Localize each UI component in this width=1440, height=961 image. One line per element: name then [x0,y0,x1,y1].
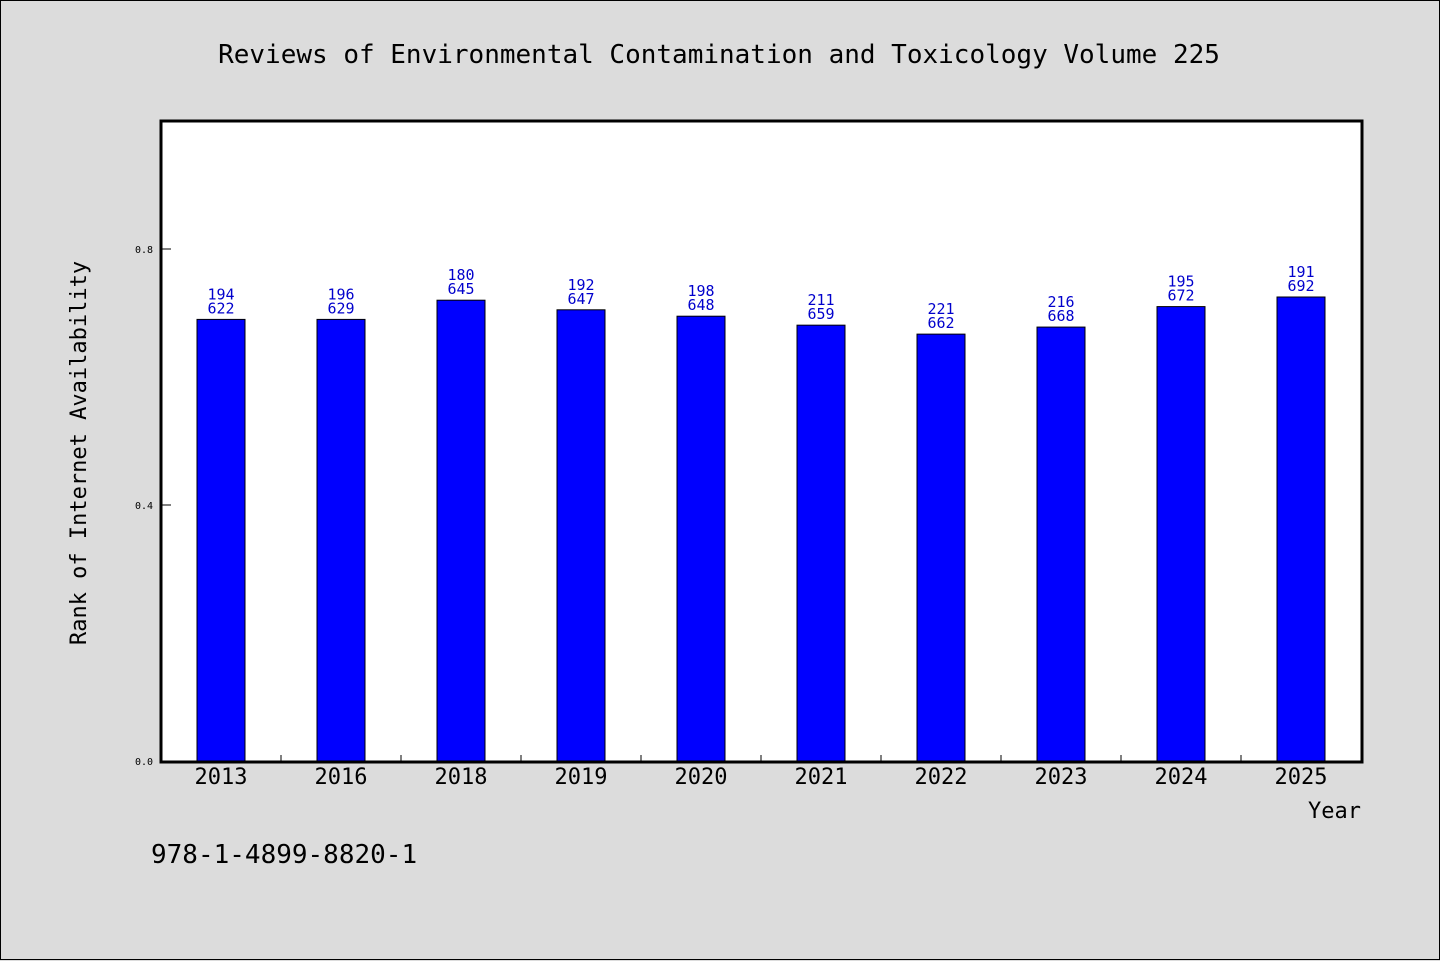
bar-label-top-2023: 216 [1047,293,1074,311]
x-tick-label-2022: 2022 [915,765,968,790]
bar-2020 [676,315,726,762]
bar-2021 [796,324,846,762]
bar-label-top-2020: 198 [687,282,714,300]
bar-2025 [1276,296,1326,762]
bar-label-top-2021: 211 [807,291,834,309]
bar-label-bottom-2023: 668 [1047,307,1074,325]
bar-label-bottom-2013: 622 [207,299,234,317]
bar-2023 [1036,326,1086,762]
bar-label-top-2025: 191 [1287,263,1314,281]
bar-label-bottom-2024: 672 [1167,287,1194,305]
chart-title: Reviews of Environmental Contamination a… [218,40,1220,70]
y-tick-label: 0.0 [135,757,153,768]
x-axis-ticks: 2013 2016 2018 2019 2020 2021 2022 2023 2024 2025 [195,755,1328,790]
y-axis-label: Rank of Internet Availability [67,261,92,645]
bars-group [196,296,1326,762]
x-tick-label-2025: 2025 [1275,765,1328,790]
bar-label-bottom-2019: 647 [567,290,594,308]
bar-2019 [556,309,606,762]
x-tick-label-2016: 2016 [315,765,368,790]
x-tick-label-2013: 2013 [195,765,248,790]
bar-label-top-2024: 195 [1167,273,1194,291]
x-axis-label: Year [1308,799,1361,824]
x-tick-label-2024: 2024 [1155,765,1208,790]
isbn-text: 978-1-4899-8820-1 [151,840,417,870]
x-tick-label-2019: 2019 [555,765,608,790]
bar-2024 [1156,306,1206,762]
x-tick-label-2020: 2020 [675,765,728,790]
bar-label-bottom-2020: 648 [687,296,714,314]
bar-label-bottom-2022: 662 [927,314,954,332]
x-tick-label-2018: 2018 [435,765,488,790]
bar-label-top-2022: 221 [927,300,954,318]
bar-label-top-2019: 192 [567,276,594,294]
bar-2016 [316,318,366,762]
x-tick-label-2023: 2023 [1035,765,1088,790]
bar-label-bottom-2018: 645 [447,280,474,298]
y-tick-label: 0.8 [135,245,153,256]
y-tick-label: 0.4 [135,501,153,512]
bar-label-top-2018: 180 [447,266,474,284]
bar-label-top-2016: 196 [327,285,354,303]
bar-2013 [196,318,246,762]
bar-2022 [916,333,966,762]
bar-label-bottom-2016: 629 [327,299,354,317]
bar-label-bottom-2021: 659 [807,305,834,323]
bar-label-bottom-2025: 692 [1287,277,1314,295]
y-axis-ticks: 0.0 0.4 0.8 [135,245,171,768]
bar-label-top-2013: 194 [207,285,234,303]
bar-2018 [436,299,486,762]
x-tick-label-2021: 2021 [795,765,848,790]
